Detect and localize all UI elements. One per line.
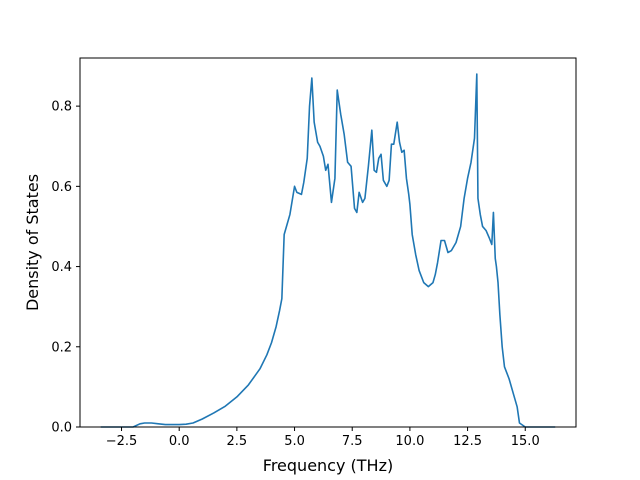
x-tick-label: 10.0 [395,434,424,449]
y-tick-label: 0.8 [51,100,72,115]
plot-area [100,73,556,428]
axes-frame [79,57,577,428]
y-axis-ticks: 0.0 0.2 0.4 0.6 0.8 [51,100,80,436]
x-axis-label: Frequency (THz) [263,456,393,475]
x-tick-label: 0.0 [169,434,190,449]
y-axis-label: Density of States [23,174,42,311]
x-tick-label: 7.5 [342,434,363,449]
y-tick-label: 0.6 [51,180,72,195]
x-tick-label: 2.5 [227,434,248,449]
x-tick-label: 5.0 [284,434,305,449]
x-axis-ticks: −2.5 0.0 2.5 5.0 7.5 10.0 12.5 15.0 [106,427,540,449]
y-tick-label: 0.4 [51,260,72,275]
x-tick-label: 15.0 [511,434,540,449]
y-tick-label: 0.0 [51,421,72,436]
y-tick-label: 0.2 [51,340,72,355]
x-tick-label: 12.5 [453,434,482,449]
dos-series-line [100,73,556,428]
x-tick-label: −2.5 [106,434,138,449]
